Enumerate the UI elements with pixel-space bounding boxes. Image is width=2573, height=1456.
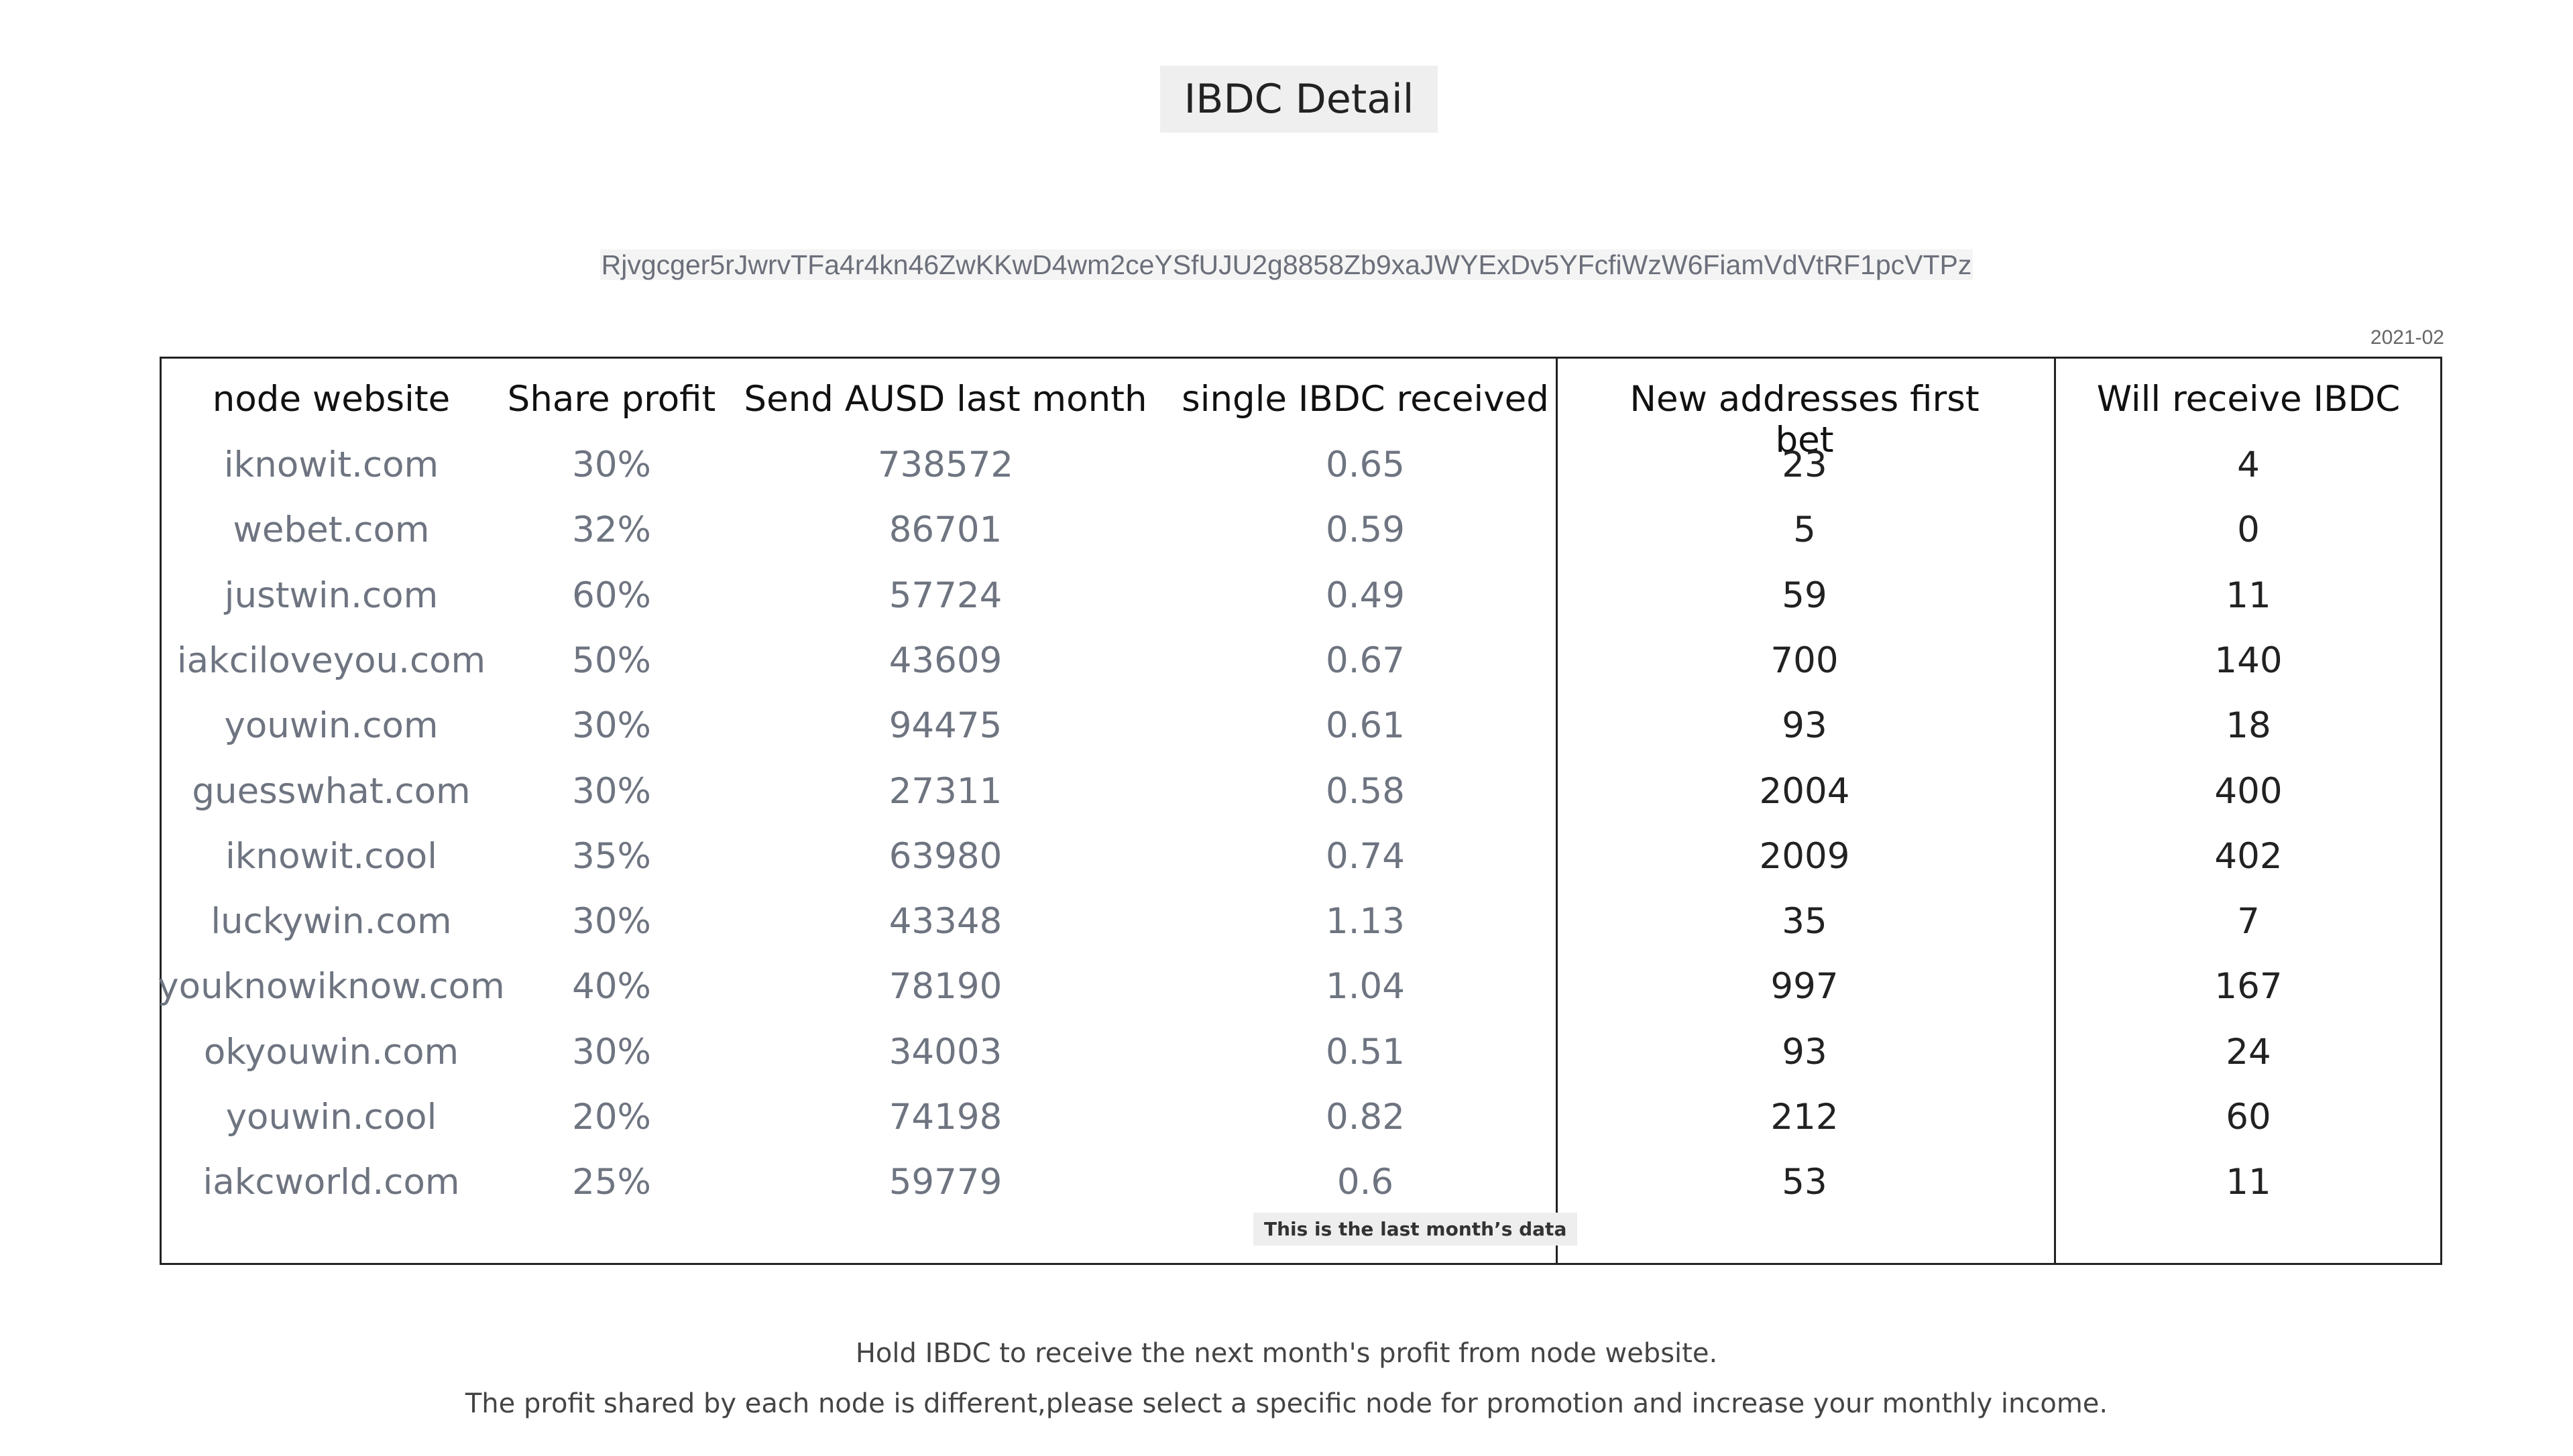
cell-will-receive: 11: [2226, 574, 2271, 616]
cell-single-ibdc: 1.04: [1325, 966, 1405, 1008]
cell-share-profit: 32%: [572, 509, 651, 551]
header-will-receive: Will receive IBDC: [2096, 379, 2401, 420]
wallet-address-text: Rjvgcger5rJwrvTFa4r4kn46ZwKKwD4wm2ceYSfU…: [599, 249, 1974, 280]
cell-new-addresses: 59: [1782, 574, 1827, 616]
cell-send-ausd: 94475: [889, 705, 1003, 747]
cell-new-addresses: 212: [1770, 1097, 1839, 1138]
cell-single-ibdc: 0.61: [1325, 705, 1405, 747]
cell-new-addresses: 997: [1770, 966, 1839, 1008]
cell-share-profit: 25%: [572, 1162, 651, 1203]
cell-send-ausd: 63980: [889, 835, 1003, 877]
header-send-ausd: Send AUSD last month: [744, 379, 1147, 420]
cell-new-addresses: 53: [1782, 1162, 1827, 1203]
cell-node-website: guesswhat.com: [192, 770, 471, 812]
period-date: 2021-02: [2370, 326, 2444, 349]
cell-will-receive: 140: [2214, 640, 2283, 681]
cell-new-addresses: 5: [1793, 509, 1816, 551]
cell-node-website: youwin.com: [224, 705, 439, 747]
table-row: iakciloveyou.com 50% 43609 0.67 700 140: [162, 359, 2440, 1263]
table-row: iknowit.com 30% 738572 0.65 23 4: [162, 359, 2440, 1263]
cell-new-addresses: 2004: [1759, 770, 1850, 812]
cell-send-ausd: 43609: [889, 640, 1003, 681]
cell-share-profit: 30%: [572, 1031, 651, 1073]
cell-new-addresses: 93: [1782, 1031, 1827, 1073]
cell-node-website: youknowiknow.com: [158, 966, 505, 1008]
table-row: guesswhat.com 30% 27311 0.58 2004 400: [162, 359, 2440, 1263]
table-row: okyouwin.com 30% 34003 0.51 93 24: [162, 359, 2440, 1263]
header-share-profit: Share profit: [507, 379, 716, 420]
cell-send-ausd: 27311: [889, 770, 1003, 812]
cell-node-website: iakcworld.com: [203, 1162, 460, 1203]
cell-node-website: iknowit.cool: [225, 835, 437, 877]
cell-single-ibdc: 0.58: [1325, 770, 1405, 812]
cell-will-receive: 4: [2237, 444, 2260, 485]
cell-send-ausd: 86701: [889, 509, 1003, 551]
cell-new-addresses: 35: [1782, 901, 1827, 943]
table-row: youwin.cool 20% 74198 0.82 212 60: [162, 359, 2440, 1263]
cell-will-receive: 0: [2237, 509, 2260, 551]
cell-new-addresses: 700: [1770, 640, 1839, 681]
cell-send-ausd: 78190: [889, 966, 1003, 1008]
footer-line-1: Hold IBDC to receive the next month's pr…: [855, 1338, 1718, 1369]
cell-share-profit: 50%: [572, 640, 651, 681]
ibdc-table: This is the last month’s data node websi…: [158, 357, 2442, 1265]
cell-share-profit: 30%: [572, 770, 651, 812]
cell-send-ausd: 43348: [889, 901, 1003, 943]
cell-node-website: webet.com: [233, 509, 430, 551]
cell-will-receive: 11: [2226, 1162, 2271, 1203]
cell-send-ausd: 74198: [889, 1097, 1003, 1138]
cell-node-website: okyouwin.com: [203, 1031, 459, 1073]
table-row: luckywin.com 30% 43348 1.13 35 7: [162, 359, 2440, 1263]
cell-share-profit: 30%: [572, 901, 651, 943]
wallet-address: Rjvgcger5rJwrvTFa4r4kn46ZwKKwD4wm2ceYSfU…: [0, 249, 2573, 281]
cell-single-ibdc: 0.67: [1325, 640, 1405, 681]
cell-will-receive: 400: [2214, 770, 2283, 812]
cell-node-website: iknowit.com: [223, 444, 439, 485]
footer-line-2: The profit shared by each node is differ…: [465, 1388, 2108, 1419]
cell-share-profit: 40%: [572, 966, 651, 1008]
cell-single-ibdc: 0.6: [1336, 1162, 1394, 1203]
cell-share-profit: 30%: [572, 444, 651, 485]
cell-share-profit: 60%: [572, 574, 651, 616]
table-row: iakcworld.com 25% 59779 0.6 53 11: [162, 359, 2440, 1263]
header-single-ibdc: single IBDC received: [1182, 379, 1549, 420]
last-month-note: This is the last month’s data: [1253, 1213, 1578, 1246]
cell-share-profit: 35%: [572, 835, 651, 877]
table-row: youwin.com 30% 94475 0.61 93 18: [162, 359, 2440, 1263]
cell-will-receive: 24: [2226, 1031, 2271, 1073]
cell-send-ausd: 738572: [877, 444, 1014, 485]
table-row: youknowiknow.com 40% 78190 1.04 997 167: [158, 359, 2440, 1263]
cell-will-receive: 167: [2214, 966, 2283, 1008]
cell-new-addresses: 93: [1782, 705, 1827, 747]
cell-node-website: iakciloveyou.com: [176, 640, 486, 681]
cell-node-website: youwin.cool: [225, 1097, 437, 1138]
cell-will-receive: 402: [2214, 835, 2283, 877]
cell-will-receive: 7: [2237, 901, 2260, 943]
cell-single-ibdc: 0.51: [1325, 1031, 1405, 1073]
cell-send-ausd: 34003: [889, 1031, 1003, 1073]
cell-single-ibdc: 0.59: [1325, 509, 1405, 551]
cell-send-ausd: 57724: [889, 574, 1003, 616]
cell-share-profit: 20%: [572, 1097, 651, 1138]
cell-node-website: justwin.com: [224, 574, 439, 616]
page-title: IBDC Detail: [1160, 66, 1438, 133]
cell-will-receive: 18: [2226, 705, 2271, 747]
cell-new-addresses: 2009: [1759, 835, 1850, 877]
cell-will-receive: 60: [2226, 1097, 2271, 1138]
table-row: justwin.com 60% 57724 0.49 59 11: [162, 359, 2440, 1263]
header-node-website: node website: [212, 379, 451, 420]
cell-single-ibdc: 0.65: [1325, 444, 1405, 485]
column-divider: [2054, 359, 2056, 1263]
column-divider: [1556, 359, 1558, 1263]
cell-node-website: luckywin.com: [211, 901, 452, 943]
header-new-addresses: New addresses first bet: [1629, 379, 1980, 461]
cell-single-ibdc: 0.74: [1325, 835, 1405, 877]
cell-single-ibdc: 0.49: [1325, 574, 1405, 616]
cell-single-ibdc: 0.82: [1325, 1097, 1405, 1138]
cell-send-ausd: 59779: [889, 1162, 1003, 1203]
table-row: iknowit.cool 35% 63980 0.74 2009 402: [162, 359, 2440, 1263]
cell-single-ibdc: 1.13: [1325, 901, 1405, 943]
cell-share-profit: 30%: [572, 705, 651, 747]
table-row: webet.com 32% 86701 0.59 5 0: [162, 359, 2440, 1263]
